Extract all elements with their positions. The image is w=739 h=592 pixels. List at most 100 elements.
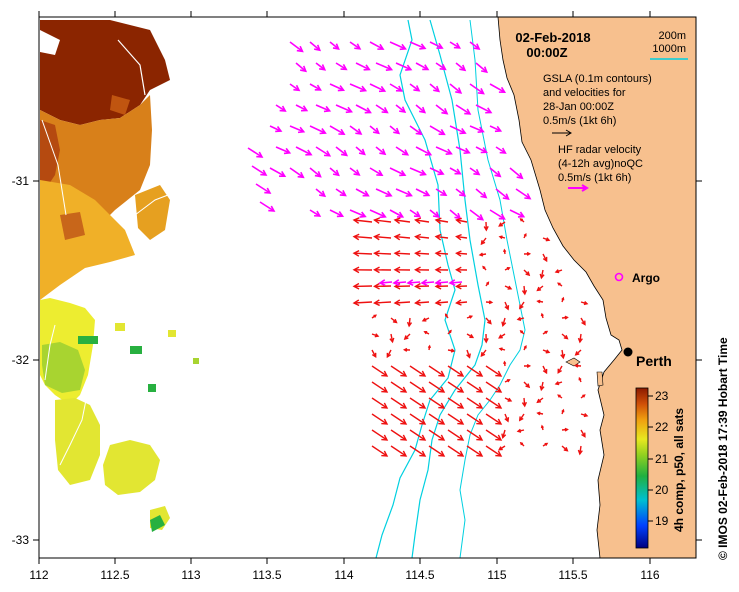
perth-label: Perth xyxy=(636,353,672,369)
hf-velocity-arrow xyxy=(409,167,427,176)
hf-legend-line1: HF radar velocity xyxy=(558,144,642,156)
gsla-velocity-arrow xyxy=(352,282,373,290)
gsla-velocity-arrow xyxy=(434,250,449,257)
hf-velocity-arrow xyxy=(355,146,366,156)
gsla-velocity-arrow xyxy=(414,233,430,241)
hf-velocity-arrow xyxy=(415,62,430,71)
gsla-velocity-arrow xyxy=(557,365,563,374)
gsla-velocity-arrow xyxy=(390,397,408,409)
gsla-velocity-arrow xyxy=(519,329,525,335)
gsla-velocity-arrow xyxy=(403,333,411,341)
hf-velocity-arrow xyxy=(409,209,422,218)
y-axis xyxy=(33,180,702,541)
hf-velocity-arrow xyxy=(475,62,489,74)
gsla-velocity-arrow xyxy=(434,299,449,306)
hf-velocity-arrow xyxy=(406,279,421,287)
gsla-velocity-arrow xyxy=(352,233,373,241)
hf-velocity-arrow xyxy=(469,167,481,176)
gsla-velocity-arrow xyxy=(480,237,487,246)
gsla-velocity-arrow xyxy=(414,250,430,257)
gsla-velocity-arrow xyxy=(523,345,527,351)
gsla-velocity-arrow xyxy=(539,381,545,392)
hf-velocity-arrow xyxy=(415,146,433,156)
hf-velocity-arrow xyxy=(469,83,485,95)
x-tick-112-5: 112.5 xyxy=(100,568,129,582)
hf-velocity-arrow xyxy=(275,104,287,112)
gsla-velocity-arrow xyxy=(536,411,544,416)
hf-velocity-arrow xyxy=(315,62,327,71)
hf-velocity-arrow xyxy=(375,146,387,156)
colorbar-tick-20: 20 xyxy=(655,483,669,497)
hf-velocity-arrow xyxy=(289,167,305,179)
title-date: 02-Feb-2018 xyxy=(515,30,590,45)
hf-velocity-arrow xyxy=(429,41,444,50)
hf-velocity-arrow xyxy=(369,41,385,50)
gsla-velocity-arrow xyxy=(386,349,392,359)
gsla-velocity-arrow xyxy=(414,266,430,274)
hf-velocity-arrow xyxy=(375,62,394,71)
gsla-velocity-arrow xyxy=(455,233,468,241)
hf-velocity-arrow xyxy=(395,146,410,156)
hf-velocity-arrow xyxy=(251,165,268,176)
hf-velocity-arrow xyxy=(335,146,349,157)
hf-legend-line2: (4-12h avg)noQC xyxy=(558,158,643,170)
gsla-legend-line3: 28-Jan 00:00Z xyxy=(543,101,614,113)
hf-velocity-arrow xyxy=(455,146,471,155)
gsla-velocity-arrow xyxy=(466,429,484,441)
gsla-velocity-arrow xyxy=(542,349,551,354)
sst-swath xyxy=(40,20,199,532)
hf-velocity-arrow xyxy=(335,104,353,114)
colorbar-tick-23: 23 xyxy=(655,389,669,403)
hf-velocity-arrow xyxy=(475,104,493,114)
gsla-velocity-arrow xyxy=(455,217,468,225)
x-tick-113: 113 xyxy=(181,568,200,582)
y-tick-32: -32 xyxy=(12,353,30,367)
gsla-velocity-arrow xyxy=(557,394,563,399)
gsla-velocity-arrow xyxy=(577,333,583,344)
gsla-velocity-arrow xyxy=(521,397,528,408)
hf-velocity-arrow xyxy=(329,83,346,92)
gsla-velocity-arrow xyxy=(501,429,507,439)
hf-velocity-arrow xyxy=(489,167,502,178)
gsla-velocity-arrow xyxy=(498,445,506,451)
hf-velocity-arrow xyxy=(455,188,467,197)
hf-velocity-arrow xyxy=(448,279,463,287)
gsla-velocity-arrow xyxy=(483,221,489,232)
gsla-velocity-arrow xyxy=(480,349,487,358)
gsla-velocity-arrow xyxy=(536,285,544,292)
gsla-velocity-arrow xyxy=(409,365,427,377)
gsla-velocity-arrow xyxy=(389,333,395,344)
gsla-velocity-arrow xyxy=(466,445,484,457)
gsla-velocity-arrow xyxy=(542,442,549,447)
hf-velocity-arrow xyxy=(409,41,427,50)
hf-velocity-arrow xyxy=(355,188,370,197)
gsla-velocity-arrow xyxy=(406,317,413,328)
gsla-velocity-arrow xyxy=(371,397,389,409)
gsla-velocity-arrow xyxy=(542,365,548,375)
gsla-velocity-arrow xyxy=(504,379,511,383)
gsla-velocity-arrow xyxy=(519,441,525,447)
hf-velocity-arrow xyxy=(375,188,393,197)
gsla-velocity-arrow xyxy=(428,413,446,425)
gsla-velocity-arrow xyxy=(390,365,408,377)
gsla-velocity-arrow xyxy=(393,250,411,257)
gsla-velocity-arrow xyxy=(466,397,484,409)
hf-velocity-arrow xyxy=(455,62,467,72)
gsla-velocity-arrow xyxy=(485,397,503,409)
gsla-velocity-arrow xyxy=(409,429,427,441)
gsla-legend-line4: 0.5m/s (1kt 6h) xyxy=(543,115,616,127)
gsla-velocity-arrow xyxy=(402,347,411,352)
gsla-velocity-arrow xyxy=(421,317,430,322)
hf-velocity-arrow xyxy=(434,279,449,287)
x-tick-112: 112 xyxy=(29,568,48,582)
gsla-velocity-arrow xyxy=(540,424,544,431)
gsla-velocity-arrow xyxy=(414,299,430,307)
gsla-velocity-arrow xyxy=(428,381,446,393)
hf-velocity-arrow xyxy=(335,62,348,71)
gsla-velocity-arrow xyxy=(554,381,563,386)
hf-velocity-arrow xyxy=(269,125,283,133)
colorbar-title: 4h comp, p50, all sats xyxy=(672,408,686,532)
gsla-velocity-arrow xyxy=(560,349,566,360)
gsla-velocity-arrow xyxy=(371,349,377,359)
gsla-velocity-arrow xyxy=(466,349,471,359)
